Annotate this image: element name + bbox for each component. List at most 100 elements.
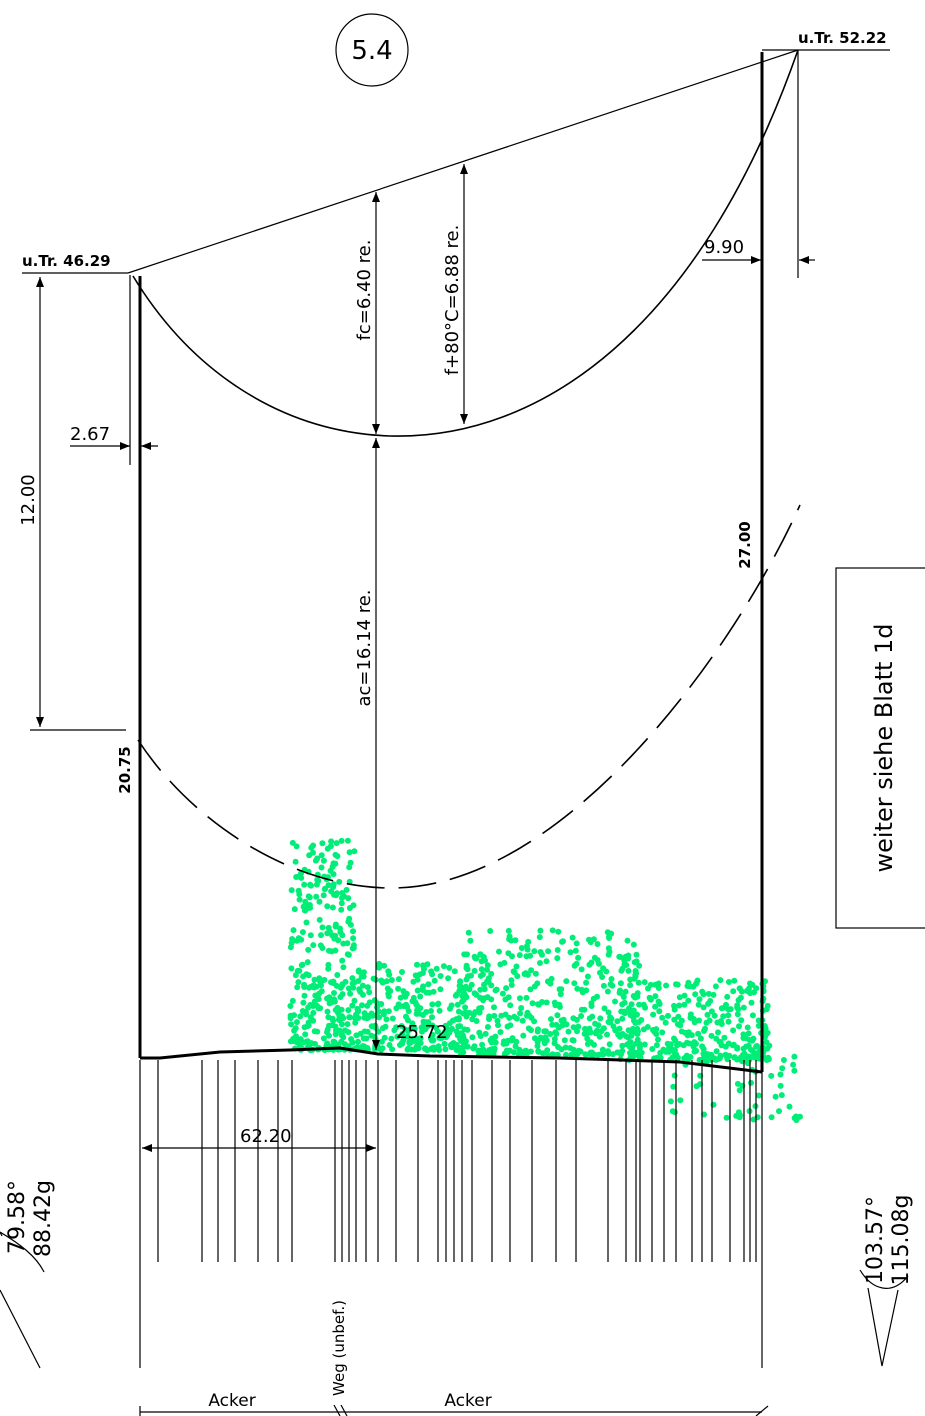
vegetation-dot [662, 1019, 669, 1026]
vegetation-dot [650, 1011, 657, 1018]
vegetation-dot [617, 987, 623, 994]
vegetation-dot [360, 969, 367, 976]
vegetation-dot [404, 1046, 411, 1053]
vegetation-dot [510, 1049, 517, 1056]
vegetation-dot [706, 1017, 713, 1024]
chord-line [127, 49, 799, 274]
vegetation-dot [598, 1028, 605, 1035]
vegetation-dot [549, 927, 556, 934]
vegetation-dot [350, 928, 356, 935]
vegetation-dot [730, 988, 737, 995]
vegetation-dot [568, 1051, 575, 1058]
vegetation-dot [733, 1112, 740, 1119]
vegetation-dot [574, 985, 581, 992]
vegetation-dot [575, 1023, 582, 1030]
vegetation-dot [704, 1051, 711, 1058]
vegetation-dot [457, 1047, 464, 1054]
vegetation-dot [316, 990, 323, 997]
vegetation-dot [491, 1004, 497, 1011]
vegetation-dot [560, 938, 566, 945]
vegetation-dot [324, 930, 331, 937]
vegetation-dot [507, 1037, 514, 1044]
right-tower-label: u.Tr. 52.22 [798, 29, 887, 47]
vegetation-dot [791, 1115, 798, 1121]
vegetation-dot [386, 1042, 393, 1048]
vegetation-dot [612, 1027, 619, 1034]
vegetation-dot [600, 982, 607, 989]
vegetation-dot [614, 1018, 621, 1025]
vegetation-dot [388, 977, 395, 983]
land-use-road-tick-2 [340, 1404, 348, 1416]
vegetation-dot [310, 849, 316, 856]
vegetation-dot [293, 843, 300, 850]
vegetation-dot [671, 1006, 678, 1013]
vegetation-dot [387, 988, 394, 994]
vegetation-dot [402, 993, 409, 1000]
vegetation-dot [481, 986, 488, 993]
vegetation-dot [525, 938, 532, 945]
vegetation-dot [518, 945, 525, 951]
vegetation-dot [551, 1036, 558, 1042]
vegetation-dot [455, 1023, 462, 1030]
vegetation-dot [325, 882, 332, 889]
vegetation-dot [287, 1003, 294, 1009]
vegetation-dot [531, 983, 538, 990]
vegetation-dot [692, 991, 699, 998]
vegetation-dot [499, 990, 506, 997]
vegetation-dot [339, 890, 346, 896]
vegetation-dot [605, 945, 612, 952]
vegetation-dot [627, 976, 634, 983]
vegetation-dot [502, 996, 509, 1003]
vegetation-dot [498, 1012, 505, 1019]
vegetation-dot [294, 984, 301, 991]
vegetation-dot [479, 971, 486, 978]
vegetation-dot [674, 981, 681, 988]
vegetation-dot [763, 1006, 770, 1013]
vegetation-dot [628, 1001, 635, 1008]
vegetation-dot [545, 948, 552, 955]
vegetation-dot [738, 1017, 745, 1024]
vegetation-dot [622, 988, 629, 995]
vegetation-dot [734, 1080, 741, 1087]
vegetation-dot [339, 895, 345, 901]
vegetation-dot [455, 1015, 462, 1022]
vegetation-dot [315, 1005, 322, 1012]
vegetation-dot [605, 1050, 612, 1057]
vegetation-dot [381, 962, 388, 969]
vegetation-dot [338, 837, 345, 844]
vegetation-dot [484, 1024, 491, 1030]
vegetation-dot [594, 941, 601, 947]
vegetation-dot [645, 985, 651, 992]
vegetation-dot [588, 1000, 595, 1007]
vegetation-dot [653, 1042, 660, 1049]
vegetation-dot [385, 968, 392, 975]
vegetation-dot [578, 1013, 585, 1019]
vegetation-dot [460, 1010, 467, 1017]
vegetation-dot [647, 996, 654, 1003]
vegetation-dot [308, 1040, 315, 1047]
land-use-left: Acker [208, 1391, 255, 1411]
vegetation-dot [430, 1044, 437, 1051]
vegetation-dot [332, 921, 339, 928]
vegetation-dot [704, 1011, 711, 1018]
vegetation-dot [705, 1000, 712, 1007]
vegetation-dot [749, 1012, 756, 1019]
vegetation-dot [641, 979, 648, 986]
vegetation-dot [748, 999, 755, 1006]
vegetation-dot [355, 978, 362, 984]
vegetation-dot [681, 1055, 688, 1062]
vegetation-dot [399, 1031, 406, 1037]
vegetation-dot [351, 848, 358, 855]
vegetation-dot [660, 1046, 667, 1053]
vegetation-dot [345, 918, 352, 925]
vegetation-dot [451, 968, 458, 975]
vegetation-dot [497, 1029, 504, 1035]
vegetation-dot [346, 905, 353, 911]
vegetation-dot [697, 1035, 704, 1042]
vegetation-dot [317, 978, 324, 985]
vegetation-dot [712, 1056, 719, 1063]
vegetation-dot [571, 980, 578, 987]
vegetation-dot [350, 945, 357, 951]
offset-left-label: 2.67 [70, 424, 110, 445]
